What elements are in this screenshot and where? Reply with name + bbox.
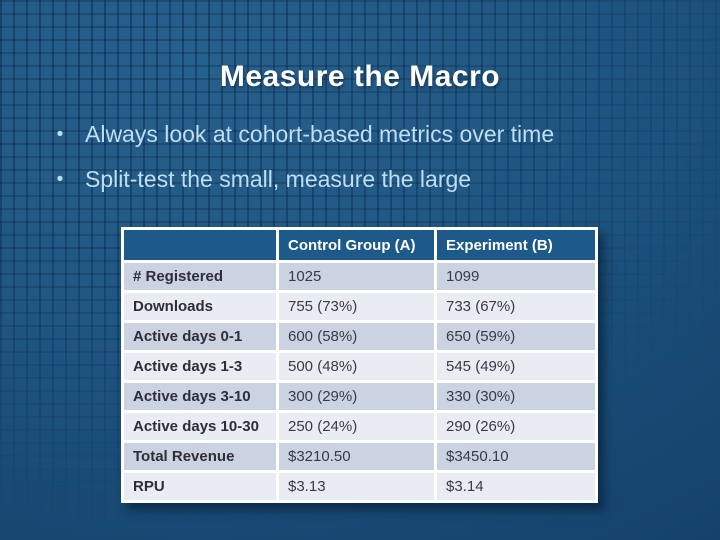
row-value-experiment: 545 (49%) [437, 353, 595, 380]
row-label: Active days 0-1 [124, 323, 276, 350]
slide-title: Measure the Macro [219, 60, 501, 94]
row-label: # Registered [124, 263, 276, 290]
row-label: Active days 3-10 [124, 383, 276, 410]
row-value-experiment: 733 (67%) [437, 293, 595, 320]
row-value-experiment: 290 (26%) [437, 413, 595, 440]
row-value-experiment: $3.14 [437, 473, 595, 500]
row-label: Total Revenue [124, 443, 276, 470]
metrics-table: Control Group (A) Experiment (B) # Regis… [121, 227, 598, 503]
table-row: Active days 0-1 600 (58%) 650 (59%) [124, 323, 595, 350]
row-value-control: $3.13 [279, 473, 434, 500]
bullet-item: • Split-test the small, measure the larg… [52, 157, 554, 202]
bullet-text: Split-test the small, measure the large [85, 166, 472, 192]
row-value-control: 500 (48%) [279, 353, 434, 380]
bullet-dot-icon: • [56, 168, 64, 190]
table-row: # Registered 1025 1099 [124, 263, 595, 290]
row-label: Active days 1-3 [124, 353, 276, 380]
row-value-control: 300 (29%) [279, 383, 434, 410]
row-label: Downloads [124, 293, 276, 320]
row-value-experiment: 330 (30%) [437, 383, 595, 410]
row-value-control: 600 (58%) [279, 323, 434, 350]
table-row: Active days 3-10 300 (29%) 330 (30%) [124, 383, 595, 410]
header-cell-control-group: Control Group (A) [279, 230, 434, 260]
row-label: Active days 10-30 [124, 413, 276, 440]
row-value-control: 250 (24%) [279, 413, 434, 440]
table-row: Active days 1-3 500 (48%) 545 (49%) [124, 353, 595, 380]
row-value-experiment: $3450.10 [437, 443, 595, 470]
row-value-control: 755 (73%) [279, 293, 434, 320]
header-cell-experiment: Experiment (B) [437, 230, 595, 260]
row-label: RPU [124, 473, 276, 500]
bullet-list: • Always look at cohort-based metrics ov… [52, 112, 554, 202]
row-value-control: 1025 [279, 263, 434, 290]
row-value-experiment: 1099 [437, 263, 595, 290]
table-row: Downloads 755 (73%) 733 (67%) [124, 293, 595, 320]
table-row: RPU $3.13 $3.14 [124, 473, 595, 500]
table-row: Active days 10-30 250 (24%) 290 (26%) [124, 413, 595, 440]
table-row: Total Revenue $3210.50 $3450.10 [124, 443, 595, 470]
row-value-control: $3210.50 [279, 443, 434, 470]
row-value-experiment: 650 (59%) [437, 323, 595, 350]
bullet-dot-icon: • [56, 123, 64, 145]
bullet-item: • Always look at cohort-based metrics ov… [52, 112, 554, 157]
table-body: # Registered 1025 1099 Downloads 755 (73%) 73… [124, 263, 595, 500]
bullet-text: Always look at cohort-based metrics over… [85, 121, 555, 147]
table-header-row: Control Group (A) Experiment (B) [124, 230, 595, 260]
header-cell-empty [124, 230, 276, 260]
